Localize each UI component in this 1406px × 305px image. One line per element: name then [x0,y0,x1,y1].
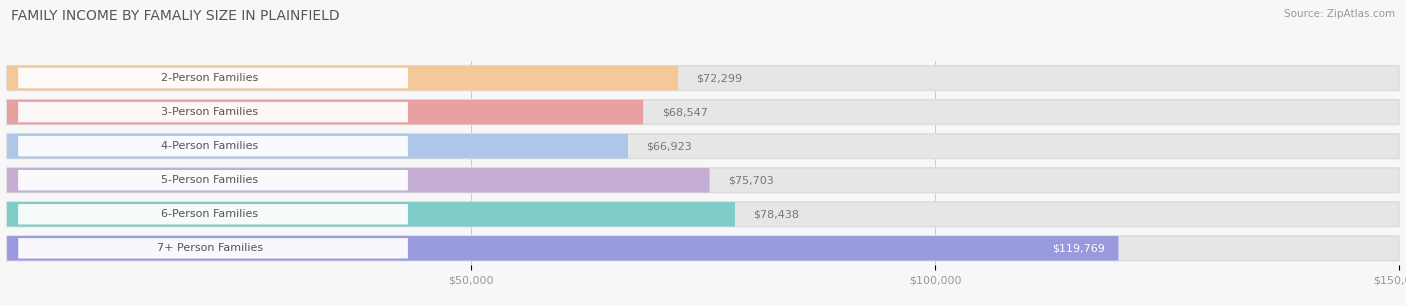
Text: 3-Person Families: 3-Person Families [162,107,259,117]
Text: $72,299: $72,299 [696,73,742,83]
FancyBboxPatch shape [7,202,1399,227]
FancyBboxPatch shape [18,102,408,122]
FancyBboxPatch shape [7,168,710,192]
Text: 7+ Person Families: 7+ Person Families [156,243,263,253]
FancyBboxPatch shape [18,238,408,259]
Text: 6-Person Families: 6-Person Families [162,209,259,219]
Text: Source: ZipAtlas.com: Source: ZipAtlas.com [1284,9,1395,19]
FancyBboxPatch shape [7,66,678,90]
FancyBboxPatch shape [7,236,1399,260]
Text: $66,923: $66,923 [647,141,692,151]
FancyBboxPatch shape [7,168,1399,192]
Text: 2-Person Families: 2-Person Families [162,73,259,83]
Text: $68,547: $68,547 [662,107,707,117]
FancyBboxPatch shape [7,202,735,227]
Text: FAMILY INCOME BY FAMALIY SIZE IN PLAINFIELD: FAMILY INCOME BY FAMALIY SIZE IN PLAINFI… [11,9,340,23]
FancyBboxPatch shape [18,170,408,190]
Text: $78,438: $78,438 [754,209,800,219]
FancyBboxPatch shape [7,66,1399,90]
FancyBboxPatch shape [18,204,408,224]
Text: 5-Person Families: 5-Person Families [162,175,259,185]
FancyBboxPatch shape [18,68,408,88]
FancyBboxPatch shape [7,100,643,124]
FancyBboxPatch shape [18,136,408,156]
FancyBboxPatch shape [7,134,1399,158]
FancyBboxPatch shape [7,100,1399,124]
Text: $119,769: $119,769 [1052,243,1105,253]
FancyBboxPatch shape [7,236,1118,260]
FancyBboxPatch shape [7,134,628,158]
Text: 4-Person Families: 4-Person Families [162,141,259,151]
Text: $75,703: $75,703 [728,175,773,185]
